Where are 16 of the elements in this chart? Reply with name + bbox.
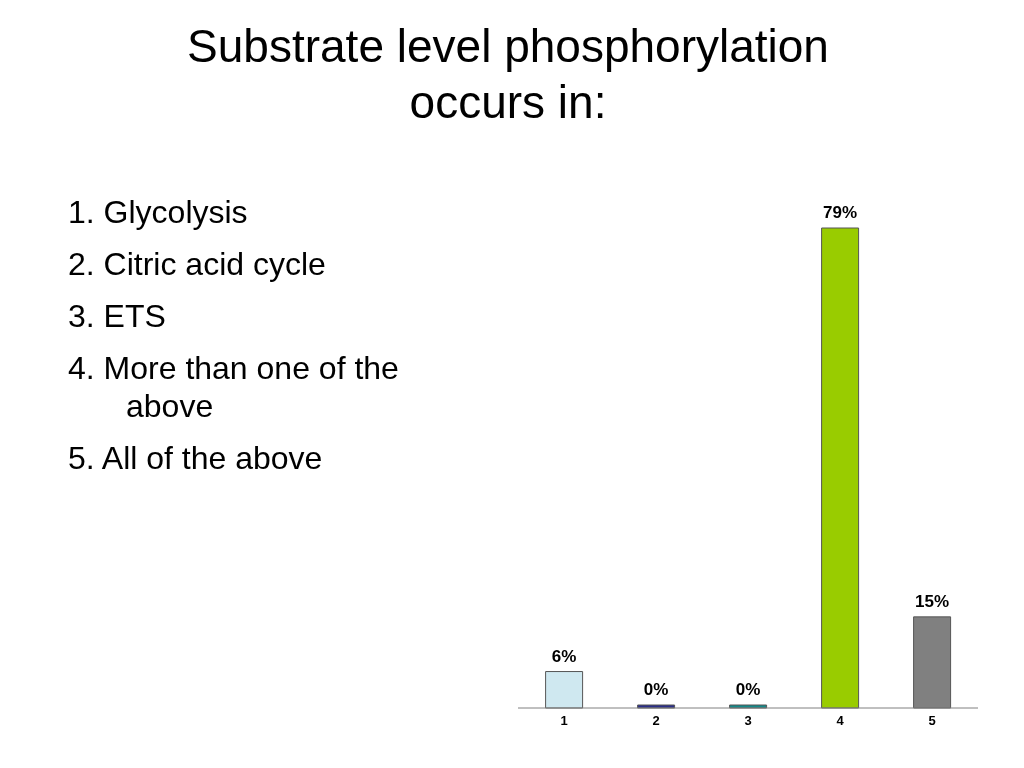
x-tick-label: 3: [744, 713, 752, 729]
x-tick-label: 5: [928, 713, 936, 729]
text: 3. ETS: [68, 297, 167, 335]
x-tick-label: 1: [560, 713, 568, 729]
data-label: 0%: [735, 680, 761, 699]
chart-title: Substrate level phosphorylation occurs in:: [186, 19, 830, 130]
x-tick-label: 2: [652, 713, 660, 729]
data-label: 0%: [643, 680, 669, 699]
data-label: 79%: [823, 203, 858, 222]
x-tick-label: 4: [836, 713, 845, 729]
text: 5. All of the above: [68, 439, 324, 477]
text: 2. Citric acid cycle: [68, 245, 327, 283]
data-label: 6%: [551, 646, 577, 666]
text: 4. More than one of the above: [68, 349, 400, 425]
data-label: 15%: [915, 591, 950, 611]
text: 1. Glycolysis: [68, 193, 249, 231]
